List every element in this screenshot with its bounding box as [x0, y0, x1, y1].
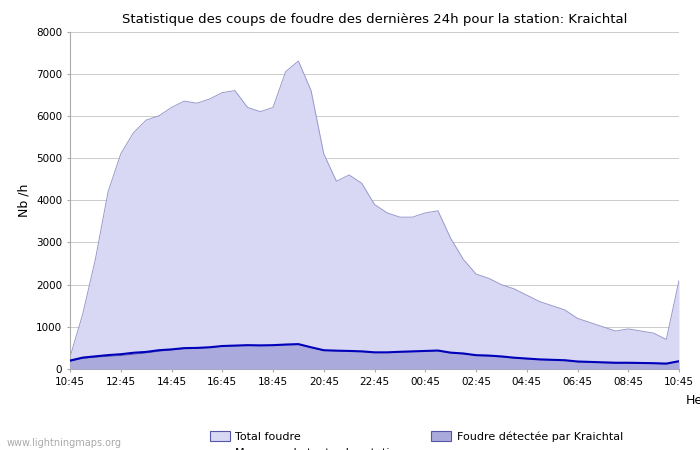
Title: Statistique des coups de foudre des dernières 24h pour la station: Kraichtal: Statistique des coups de foudre des dern… — [122, 13, 627, 26]
Text: Heure: Heure — [686, 394, 700, 407]
Text: www.lightningmaps.org: www.lightningmaps.org — [7, 438, 122, 448]
Y-axis label: Nb /h: Nb /h — [18, 184, 31, 217]
Legend: Total foudre, Moyenne de toutes les stations, Foudre détectée par Kraichtal: Total foudre, Moyenne de toutes les stat… — [209, 431, 623, 450]
